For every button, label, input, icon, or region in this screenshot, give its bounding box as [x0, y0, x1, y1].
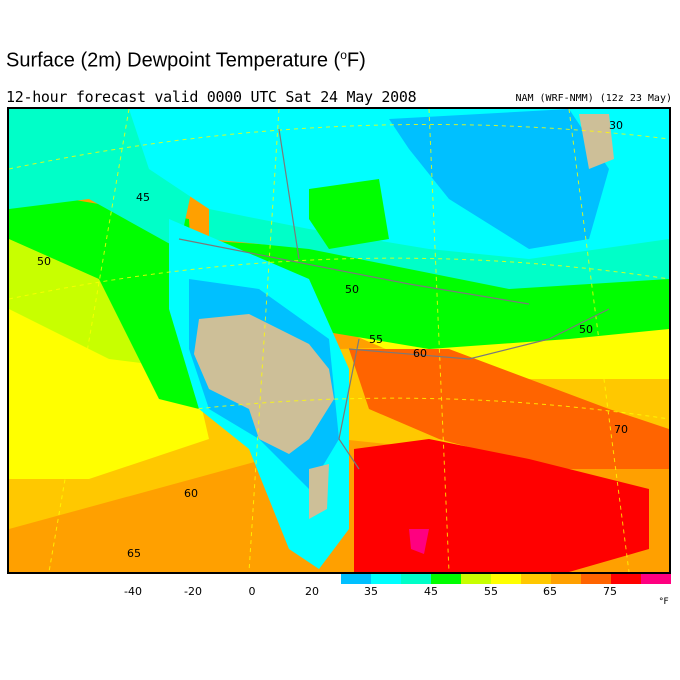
lat-lon-grid: [9, 109, 669, 572]
green-patch: [309, 179, 389, 249]
legend-label: -20: [184, 585, 202, 598]
legend-swatch: [551, 574, 581, 584]
contour-label: 60: [184, 487, 198, 500]
contour-label: 50: [579, 323, 593, 336]
model-label: NAM (WRF-NMM) (12z 23 May): [515, 93, 672, 104]
legend-label: 45: [424, 585, 438, 598]
legend-swatch: [491, 574, 521, 584]
contour-label: 70: [614, 423, 628, 436]
legend-swatch: [581, 574, 611, 584]
legend-label: 20: [305, 585, 319, 598]
contour-label: 65: [127, 547, 141, 560]
legend-label: 75: [603, 585, 617, 598]
green-zone-west: [9, 189, 199, 409]
contour-label: 50: [345, 283, 359, 296]
blue-zone-ne: [389, 109, 609, 249]
contour-label: 45: [136, 191, 150, 204]
legend-unit: °F: [659, 597, 669, 607]
legend-swatch: [401, 574, 431, 584]
legend-label: -40: [124, 585, 142, 598]
contour-label: 50: [37, 255, 51, 268]
legend-swatch: [431, 574, 461, 584]
legend-swatch: [461, 574, 491, 584]
legend-swatch: [371, 574, 401, 584]
legend-label: 0: [248, 585, 256, 598]
forecast-valid-time: 12-hour forecast valid 0000 UTC Sat 24 M…: [6, 88, 417, 106]
color-legend: [341, 574, 671, 584]
political-borders: [178, 128, 610, 470]
legend-swatch: [341, 574, 371, 584]
legend-swatch: [611, 574, 641, 584]
map-title: Surface (2m) Dewpoint Temperature (oF): [6, 48, 366, 72]
dewpoint-map: 45 50 60 65 50 55 60 50 70 30: [7, 107, 671, 574]
terrain-mask-ne: [579, 114, 614, 169]
magenta-patch: [409, 529, 429, 554]
legend-label: 65: [543, 585, 557, 598]
terrain-mask-south: [309, 464, 329, 519]
contour-label: 30: [609, 119, 623, 132]
contour-label: 55: [369, 333, 383, 346]
legend-swatch: [521, 574, 551, 584]
terrain-mask: [194, 314, 334, 454]
contour-label: 60: [413, 347, 427, 360]
red-zone: [354, 439, 649, 572]
legend-swatch: [641, 574, 671, 584]
darkorange-zone: [349, 349, 669, 469]
legend-label: 55: [484, 585, 498, 598]
legend-label: 35: [364, 585, 378, 598]
